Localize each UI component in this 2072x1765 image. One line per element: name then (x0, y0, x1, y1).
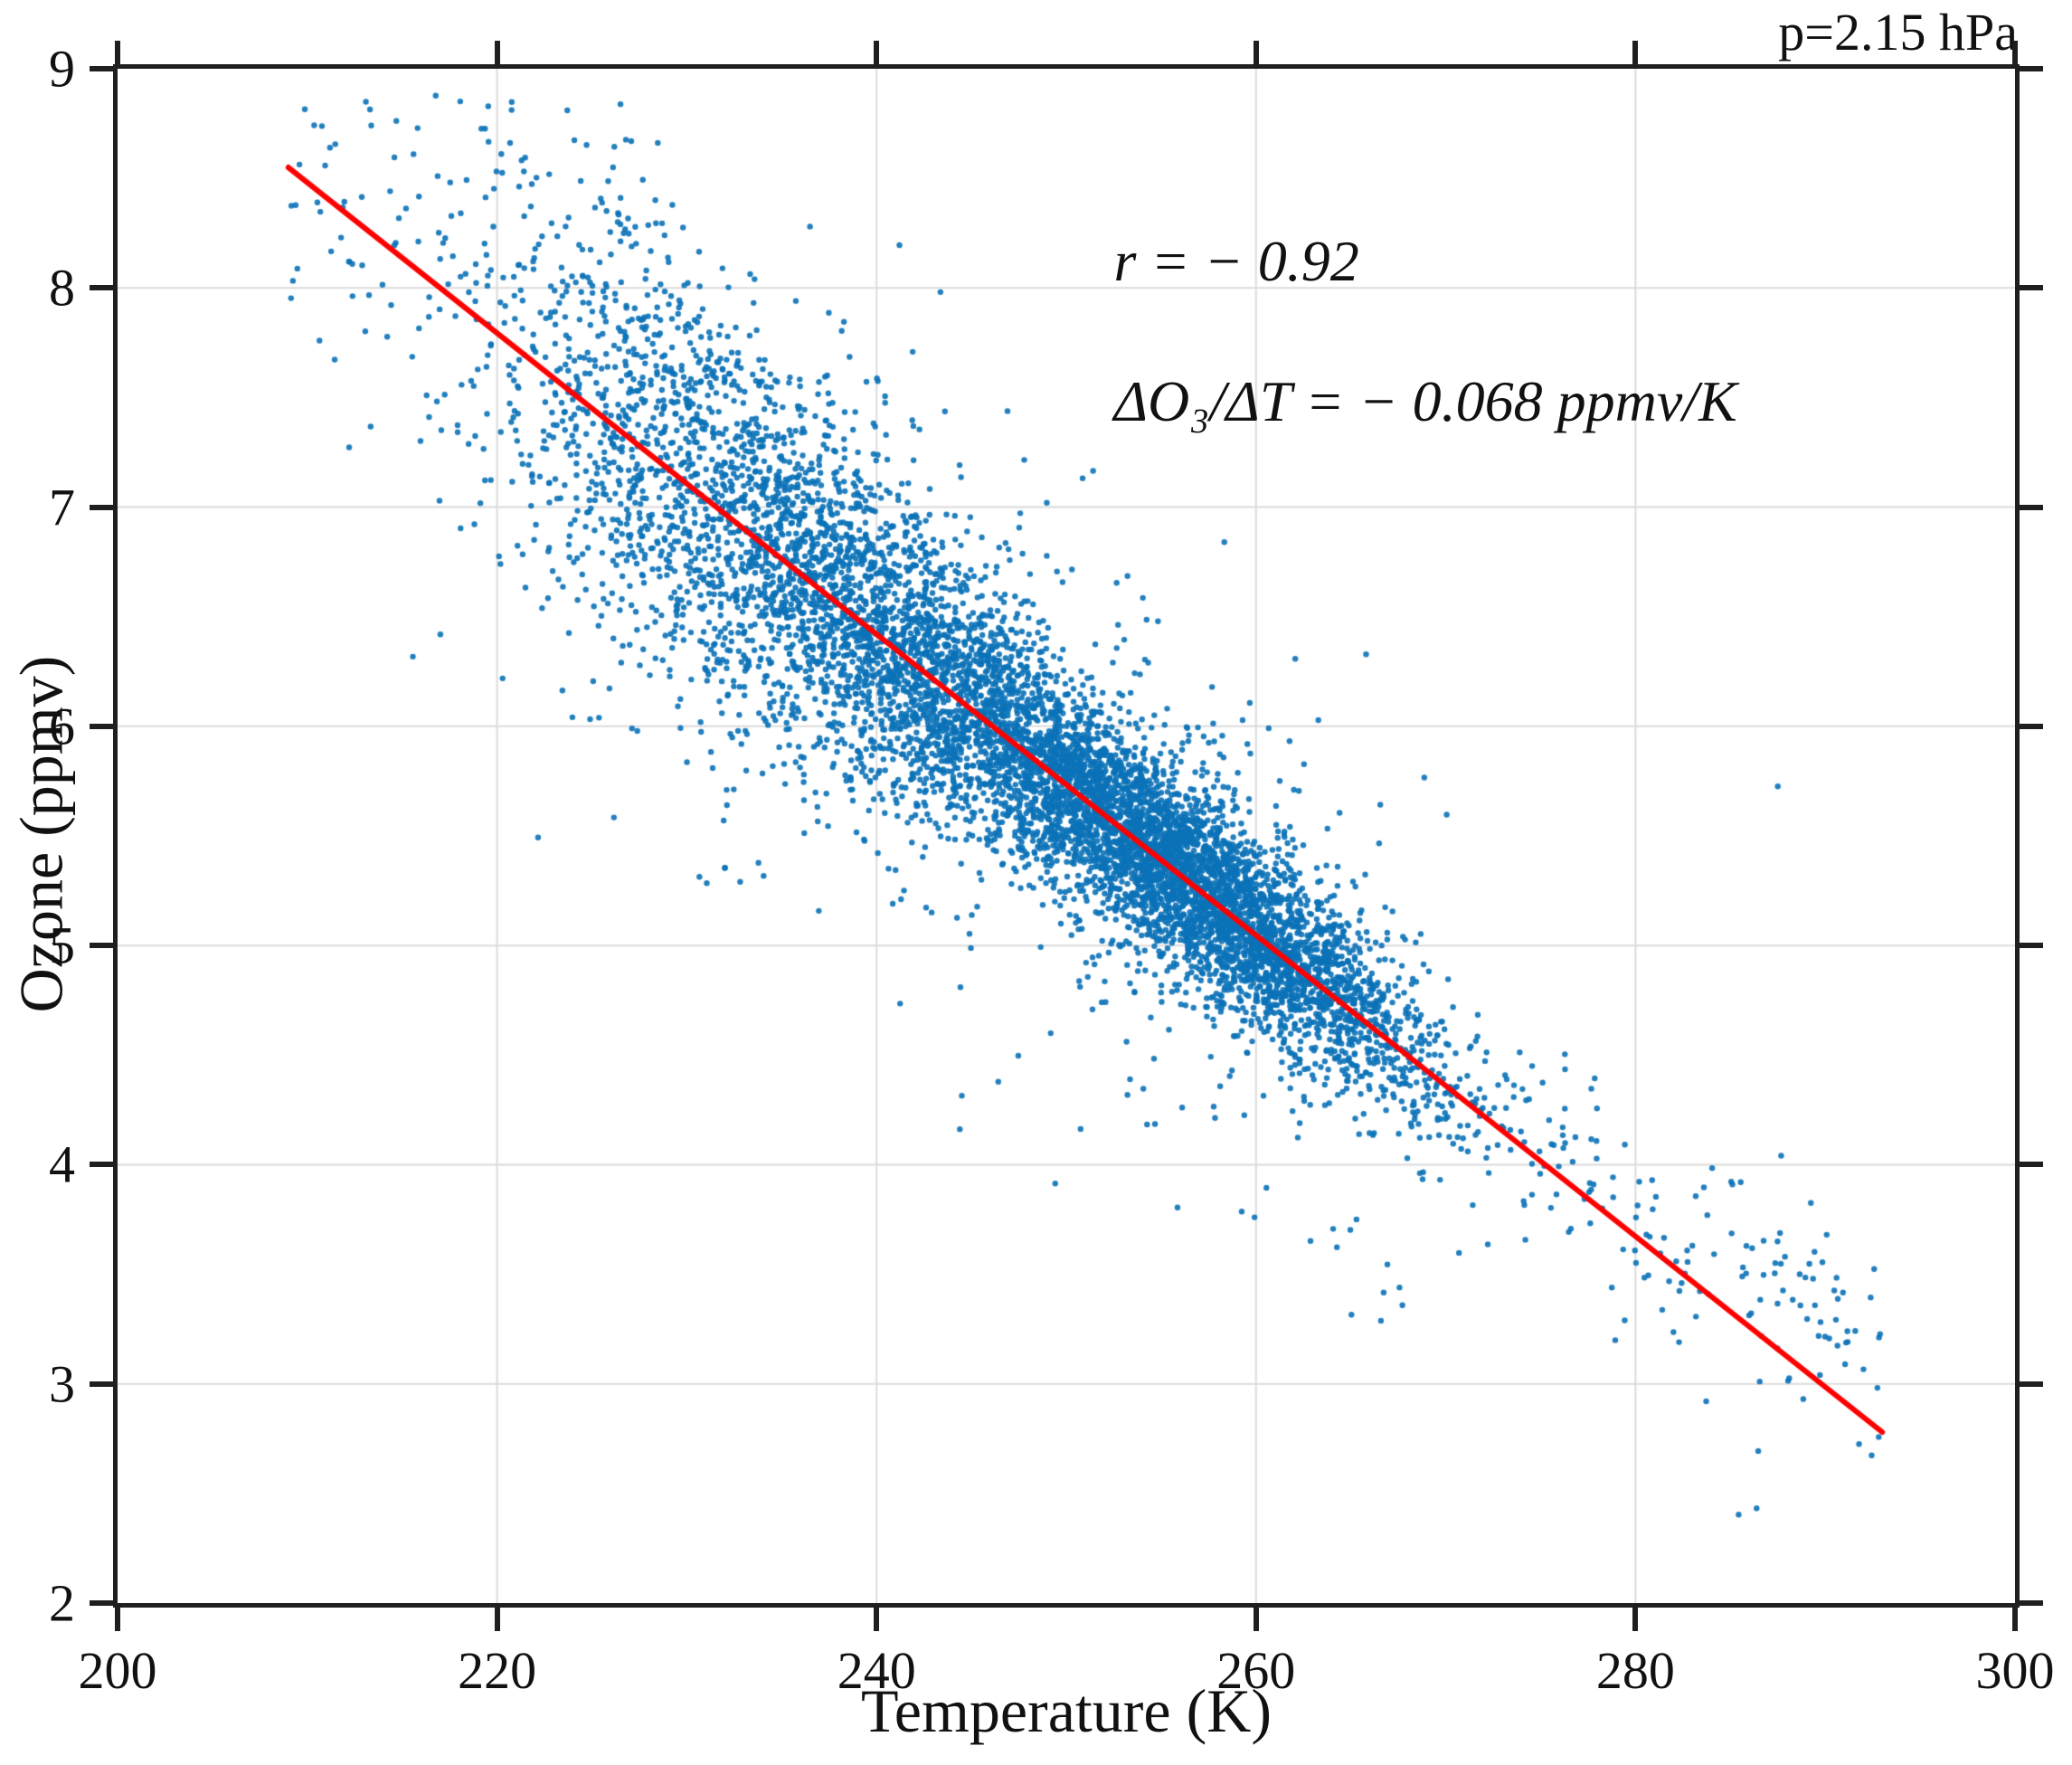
y-tick-label: 8 (49, 258, 75, 318)
x-tick-mark (494, 1608, 500, 1631)
y-tick-label: 2 (49, 1573, 75, 1633)
annotation-correlation: r = − 0.92 (1113, 229, 1359, 294)
y-tick-mark-right (2020, 285, 2043, 291)
x-tick-mark (115, 1608, 120, 1631)
y-tick-mark (90, 723, 113, 729)
y-tick-mark (90, 504, 113, 510)
x-tick-mark-top (874, 41, 880, 64)
y-tick-label: 5 (49, 916, 75, 975)
y-tick-mark-right (2020, 66, 2043, 71)
y-tick-label: 6 (49, 697, 75, 756)
x-axis-label: Temperature (K) (861, 1676, 1272, 1745)
x-tick-mark (2012, 1608, 2018, 1631)
x-tick-mark-top (1253, 41, 1259, 64)
y-tick-label: 9 (49, 39, 75, 99)
x-tick-mark-top (115, 41, 120, 64)
y-tick-mark (90, 1600, 113, 1606)
x-tick-mark (1632, 1608, 1639, 1631)
x-tick-mark (874, 1608, 880, 1631)
x-tick-mark-top (494, 41, 500, 64)
y-tick-mark (90, 1381, 113, 1387)
pressure-level-title: p=2.15 hPa (1778, 3, 2018, 62)
y-tick-mark-right (2020, 1600, 2043, 1606)
y-tick-mark (90, 66, 113, 71)
y-tick-mark (90, 1162, 113, 1168)
y-tick-mark (90, 943, 113, 949)
y-tick-mark-right (2020, 504, 2043, 510)
x-tick-label: 260 (1216, 1641, 1296, 1700)
x-tick-mark (1253, 1608, 1259, 1631)
x-tick-label: 220 (458, 1641, 537, 1700)
y-tick-label: 3 (49, 1354, 75, 1414)
y-tick-mark-right (2020, 1381, 2043, 1387)
y-tick-mark-right (2020, 723, 2043, 729)
annotation-slope: ΔO₃/ΔT = − 0.068 ppmv/K (1113, 369, 1737, 434)
x-tick-label: 240 (837, 1641, 916, 1700)
y-tick-mark (90, 285, 113, 291)
x-tick-mark-top (2012, 41, 2018, 64)
y-tick-label: 4 (49, 1134, 75, 1194)
x-tick-label: 300 (1975, 1641, 2055, 1700)
scatter-plot-canvas (118, 69, 2015, 1603)
x-tick-label: 200 (78, 1641, 157, 1700)
y-tick-label: 7 (49, 478, 75, 537)
y-tick-mark-right (2020, 1162, 2043, 1168)
x-tick-mark-top (1632, 41, 1639, 64)
x-tick-label: 280 (1595, 1641, 1675, 1700)
y-tick-mark-right (2020, 943, 2043, 949)
